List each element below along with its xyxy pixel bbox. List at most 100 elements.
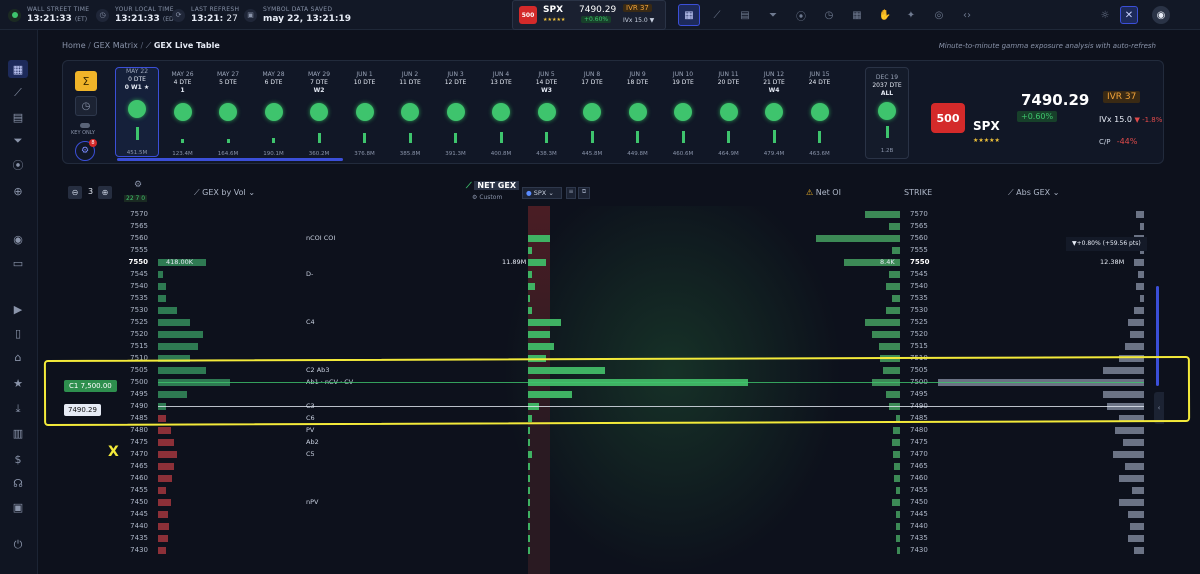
star-nav-icon[interactable]: ★ xyxy=(13,376,23,390)
expiration-scrollbar[interactable] xyxy=(117,158,343,161)
expiry-10[interactable]: JUN 8 17 DTE 445.8M xyxy=(570,71,614,157)
target-icon[interactable]: ◎ xyxy=(934,9,944,21)
table-row[interactable]: 7565 7565 xyxy=(62,220,1164,232)
net-gex-header[interactable]: ⟋ NET GEX xyxy=(466,181,520,191)
table-row[interactable]: 7495 7495 xyxy=(62,388,1164,400)
expiry-6[interactable]: JUN 2 11 DTE 385.8M xyxy=(388,71,432,157)
table-row[interactable]: 7430 7430 xyxy=(62,544,1164,556)
table-row[interactable]: 7525 C4 7525 xyxy=(62,316,1164,328)
settings-button[interactable]: ⚙ xyxy=(75,141,95,161)
expiry-1[interactable]: MAY 26 4 DTE 1 123.4M xyxy=(161,71,205,157)
table-row[interactable]: 7560 nCOI COI 7560 xyxy=(62,232,1164,244)
expiry-11[interactable]: JUN 9 18 DTE 449.8M xyxy=(616,71,660,157)
download-nav-icon[interactable]: ⤓ xyxy=(15,402,21,415)
monitor-nav-icon[interactable]: ▭ xyxy=(12,256,24,270)
expiry-all[interactable]: DEC 19 2037 DTE ALL 1.2B xyxy=(865,67,909,159)
collapse-icon[interactable]: ✕ xyxy=(1120,6,1138,24)
id-card-nav-icon[interactable]: ▣ xyxy=(12,500,24,514)
book-nav-icon[interactable]: ▥ xyxy=(12,426,24,440)
document-nav-icon[interactable]: ▯ xyxy=(14,326,22,340)
table-view-icon[interactable]: ▦ xyxy=(678,4,700,26)
table-row[interactable]: 7570 7570 xyxy=(62,208,1164,220)
filter-nav-icon[interactable]: ⏷ xyxy=(13,134,23,147)
table-row[interactable]: 7450 nPV 7450 xyxy=(62,496,1164,508)
table-row[interactable]: 7460 7460 xyxy=(62,472,1164,484)
table-row[interactable]: 7510 7510 xyxy=(62,352,1164,364)
theme-toggle-icon[interactable]: ☼ xyxy=(1100,9,1110,21)
headset-nav-icon[interactable]: ☊ xyxy=(13,476,23,490)
expiry-3[interactable]: MAY 28 6 DTE 190.1M xyxy=(252,71,296,157)
table-row[interactable]: 7445 7445 xyxy=(62,508,1164,520)
abs-gex-label: Abs GEX xyxy=(1016,188,1051,197)
expiry-2[interactable]: MAY 27 5 DTE 164.6M xyxy=(206,71,250,157)
table-nav-icon[interactable]: ▦ xyxy=(8,60,28,78)
grid-nav-icon[interactable]: ▤ xyxy=(12,110,24,124)
clock-mode-button[interactable]: ◷ xyxy=(75,96,97,116)
grid-view-icon[interactable]: ▤ xyxy=(740,9,750,21)
avatar[interactable]: ◉ xyxy=(1152,6,1170,24)
spx-tab[interactable]: ● SPX ⌄ xyxy=(522,187,562,199)
table-row[interactable]: 7515 7515 xyxy=(62,340,1164,352)
broadcast-icon[interactable]: ⦿ xyxy=(796,11,806,23)
table-row[interactable]: 7435 7435 xyxy=(62,532,1164,544)
expiry-12[interactable]: JUN 10 19 DTE 460.6M xyxy=(661,71,705,157)
gex-by-vol-header[interactable]: ⟋ GEX by Vol ⌄ xyxy=(194,188,255,198)
gift-nav-icon[interactable]: ⌂ xyxy=(14,350,22,364)
table-row[interactable]: 7530 7530 xyxy=(62,304,1164,316)
breadcrumb-home[interactable]: Home xyxy=(62,41,86,50)
expiry-13[interactable]: JUN 11 20 DTE 464.9M xyxy=(707,71,751,157)
expiry-0[interactable]: MAY 22 0 DTE 0 W1 ★ 451.5M xyxy=(115,67,159,157)
table-row[interactable]: 7470 C5 7470 xyxy=(62,448,1164,460)
history-icon[interactable]: ◷ xyxy=(824,9,834,21)
table-row[interactable]: 7455 7455 xyxy=(62,484,1164,496)
breadcrumb-matrix[interactable]: GEX Matrix xyxy=(93,41,138,50)
table-row[interactable]: 7520 7520 xyxy=(62,328,1164,340)
settings-icon[interactable]: ⚙ xyxy=(134,180,143,190)
power-nav-icon[interactable]: ⏻ xyxy=(13,538,23,551)
hand-icon[interactable]: ✋ xyxy=(878,9,892,21)
code-icon[interactable]: ‹› xyxy=(963,9,971,21)
zoom-out-button[interactable]: ⊖ xyxy=(68,186,82,199)
ticker-widget[interactable]: 500 SPX ★★★★★ 7490.29 +0.60% IVR 37 IVx … xyxy=(512,0,666,30)
dollar-nav-icon[interactable]: $ xyxy=(14,452,22,466)
net-oi-header[interactable]: ⚠ Net OI xyxy=(806,188,841,197)
table-row[interactable]: 7545 D- 7545 xyxy=(62,268,1164,280)
right-scrollbar[interactable] xyxy=(1156,286,1159,386)
key-only-toggle[interactable] xyxy=(80,123,90,128)
expiry-8[interactable]: JUN 4 13 DTE 400.8M xyxy=(479,71,523,157)
expiry-15[interactable]: JUN 15 24 DTE 463.6M xyxy=(798,71,842,157)
table-row[interactable]: 7440 7440 xyxy=(62,520,1164,532)
table-row[interactable]: 7535 7535 xyxy=(62,292,1164,304)
table-row[interactable]: 7550 418.00K 11.89M 8.4K 7550 12.38M xyxy=(62,256,1164,268)
zoom-in-button[interactable]: ⊕ xyxy=(98,186,112,199)
expiry-14[interactable]: JUN 12 21 DTE W4 479.4M xyxy=(752,71,796,157)
chart-view-icon[interactable]: ⟋ xyxy=(713,9,721,21)
table-row[interactable]: 7475 Ab2 7475 xyxy=(62,436,1164,448)
lightbulb-icon[interactable]: ✦ xyxy=(906,9,916,21)
table-row[interactable]: 7555 7555 xyxy=(62,244,1164,256)
table-row[interactable]: 7465 7465 xyxy=(62,460,1164,472)
strike-label-left: 7515 xyxy=(130,342,148,350)
expiry-5[interactable]: JUN 1 10 DTE 376.8M xyxy=(343,71,387,157)
globe-nav-icon[interactable]: ⊕ xyxy=(13,184,23,198)
filter-icon[interactable]: ⏷ xyxy=(769,9,777,21)
table-row[interactable]: 7540 7540 xyxy=(62,280,1164,292)
expiry-9[interactable]: JUN 5 14 DTE W3 438.3M xyxy=(525,71,569,157)
calendar-icon[interactable]: ▦ xyxy=(852,9,862,21)
abs-gex-header[interactable]: ⟋ Abs GEX ⌄ xyxy=(1008,188,1059,198)
video-nav-icon[interactable]: ▶ xyxy=(13,302,23,316)
layout-icon[interactable]: ≡ xyxy=(566,187,576,199)
expiry-4[interactable]: MAY 29 7 DTE W2 360.2M xyxy=(297,71,341,157)
table-row[interactable]: 7505 C2 Ab3 7505 xyxy=(62,364,1164,376)
split-icon[interactable]: ⧉ xyxy=(578,187,590,199)
user-nav-icon[interactable]: ◉ xyxy=(13,232,23,246)
right-panel-toggle[interactable]: ‹ xyxy=(1154,392,1164,424)
table-row[interactable]: 7480 PV 7480 xyxy=(62,424,1164,436)
table-row[interactable]: 7485 C6 7485 xyxy=(62,412,1164,424)
expiry-7[interactable]: JUN 3 12 DTE 391.3M xyxy=(434,71,478,157)
chart-nav-icon[interactable]: ⟋ xyxy=(14,86,22,99)
custom-toggle[interactable]: ⚙ Custom xyxy=(472,194,502,201)
sum-mode-button[interactable]: Σ xyxy=(75,71,97,91)
call-wall-marker[interactable]: C1 7,500.00 xyxy=(64,380,117,392)
signal-nav-icon[interactable]: ⦿ xyxy=(12,159,24,172)
